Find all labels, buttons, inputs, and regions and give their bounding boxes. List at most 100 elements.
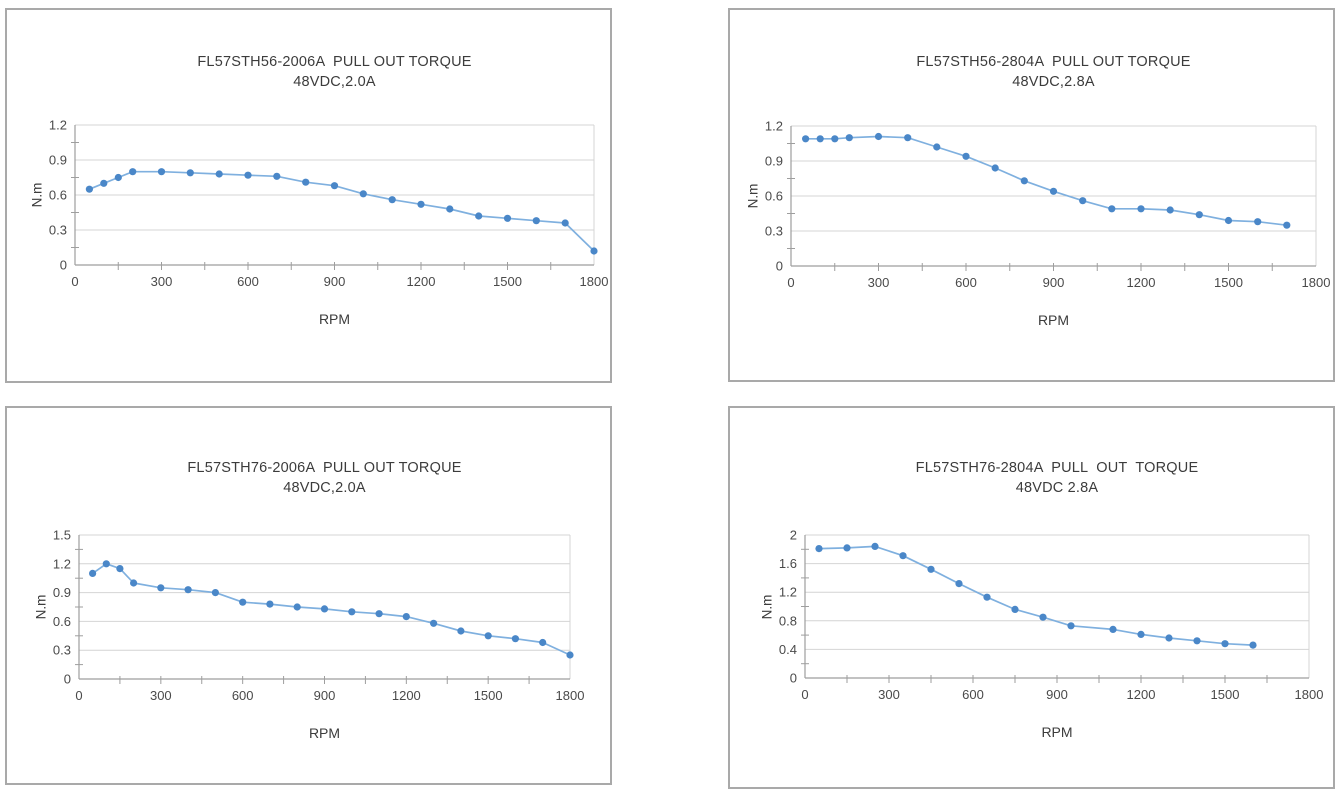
data-point <box>330 182 339 190</box>
data-point <box>802 135 810 143</box>
data-point <box>388 196 396 204</box>
y-tick-label: 0 <box>64 672 71 687</box>
y-tick-label: 1.2 <box>49 118 67 133</box>
x-tick-label: 300 <box>150 688 172 703</box>
y-tick-label: 0.6 <box>53 614 71 629</box>
x-tick-label: 900 <box>314 688 336 703</box>
chart-title: FL57STH76-2804A PULL OUT TORQUE <box>915 460 1199 476</box>
data-point <box>815 545 823 553</box>
y-tick-label: 0.9 <box>765 154 783 169</box>
data-point <box>590 247 598 255</box>
x-tick-label: 900 <box>324 274 346 289</box>
x-tick-label: 1200 <box>407 274 436 289</box>
data-point <box>320 605 329 613</box>
data-point <box>991 164 999 172</box>
data-point <box>157 584 165 592</box>
data-point <box>1254 218 1262 226</box>
y-tick-label: 0.9 <box>49 153 67 168</box>
chart-title: FL57STH56-2804A PULL OUT TORQUE <box>916 54 1191 70</box>
x-tick-label: 600 <box>237 274 259 289</box>
x-tick-label: 1800 <box>556 688 585 703</box>
data-point <box>375 610 383 618</box>
x-tick-label: 900 <box>1043 275 1065 290</box>
data-point <box>511 635 519 643</box>
data-point <box>417 200 425 208</box>
y-tick-label: 0 <box>776 259 783 274</box>
data-point <box>402 613 410 621</box>
y-tick-label: 0.3 <box>49 223 67 238</box>
y-tick-label: 1.5 <box>53 528 71 543</box>
x-tick-label: 300 <box>868 275 890 290</box>
y-tick-label: 1.2 <box>779 585 797 600</box>
y-tick-label: 0.8 <box>779 613 797 628</box>
data-point <box>1166 206 1174 214</box>
x-tick-label: 600 <box>962 687 984 702</box>
x-tick-label: 600 <box>955 275 977 290</box>
data-point <box>566 651 574 659</box>
data-point <box>85 185 93 193</box>
chart-subtitle: 48VDC,2.0A <box>293 74 376 90</box>
data-point <box>503 214 512 222</box>
data-point <box>962 152 970 160</box>
chart-title: FL57STH76-2006A PULL OUT TORQUE <box>187 460 462 476</box>
chart-panel-fl57sth56-2006a: FL57STH56-2006A PULL OUT TORQUE 48VDC,2.… <box>5 8 612 383</box>
data-line <box>804 135 1288 227</box>
chart-subtitle: 48VDC,2.8A <box>1012 74 1095 90</box>
data-point <box>955 580 963 588</box>
x-tick-label: 1800 <box>1302 275 1331 290</box>
data-point <box>348 608 356 616</box>
data-point <box>302 178 310 186</box>
y-tick-label: 1.6 <box>779 556 797 571</box>
x-axis-title: RPM <box>318 311 351 327</box>
data-point <box>899 552 907 560</box>
data-point <box>1109 625 1117 633</box>
data-point <box>100 179 108 187</box>
x-axis-title: RPM <box>1037 312 1070 328</box>
data-point <box>874 132 883 141</box>
data-point <box>457 627 465 635</box>
data-point <box>273 172 281 180</box>
x-tick-label: 1500 <box>474 688 503 703</box>
y-tick-label: 0.4 <box>779 642 797 657</box>
line-chart: 0 0.3 0.6 0.9 1.2 0 300 600 900 1200 1500 1800 <box>765 119 1331 291</box>
data-point <box>845 134 853 142</box>
data-point <box>539 638 547 647</box>
x-tick-label: 1500 <box>1214 275 1243 290</box>
data-point <box>1039 613 1047 621</box>
data-point <box>184 586 192 594</box>
line-chart: 0 0.4 0.8 1.2 1.6 2 0 300 600 900 1200 1500 1800 <box>779 528 1324 703</box>
data-point <box>1221 640 1229 648</box>
y-tick-label: 0.6 <box>49 188 67 203</box>
data-point <box>239 598 247 606</box>
data-point <box>1067 622 1075 630</box>
data-point <box>1020 177 1028 185</box>
data-point <box>157 168 166 176</box>
data-point <box>244 171 252 179</box>
x-tick-label: 1500 <box>493 274 522 289</box>
x-tick-label: 1200 <box>392 688 421 703</box>
data-point <box>983 593 991 601</box>
data-point <box>211 589 219 597</box>
data-point <box>1193 637 1201 645</box>
y-tick-label: 0 <box>790 671 797 686</box>
data-point <box>89 569 97 577</box>
y-tick-label: 1.2 <box>765 119 783 134</box>
data-point <box>130 579 138 587</box>
y-tick-label: 2 <box>790 528 797 543</box>
data-point <box>1108 205 1116 213</box>
data-point <box>215 170 223 178</box>
data-point <box>114 173 122 182</box>
data-point <box>532 217 540 225</box>
x-axis-title: RPM <box>308 725 341 741</box>
y-tick-label: 0.3 <box>53 643 71 658</box>
data-point <box>293 603 301 611</box>
data-point <box>475 212 483 220</box>
data-point <box>129 168 137 176</box>
line-chart: 0 0.3 0.6 0.9 1.2 0 300 600 900 1200 1500 1800 <box>49 118 609 290</box>
data-point <box>1079 197 1087 205</box>
y-tick-label: 0.3 <box>765 224 783 239</box>
data-point <box>927 565 935 573</box>
data-line <box>88 170 595 252</box>
y-tick-label: 0.6 <box>765 189 783 204</box>
